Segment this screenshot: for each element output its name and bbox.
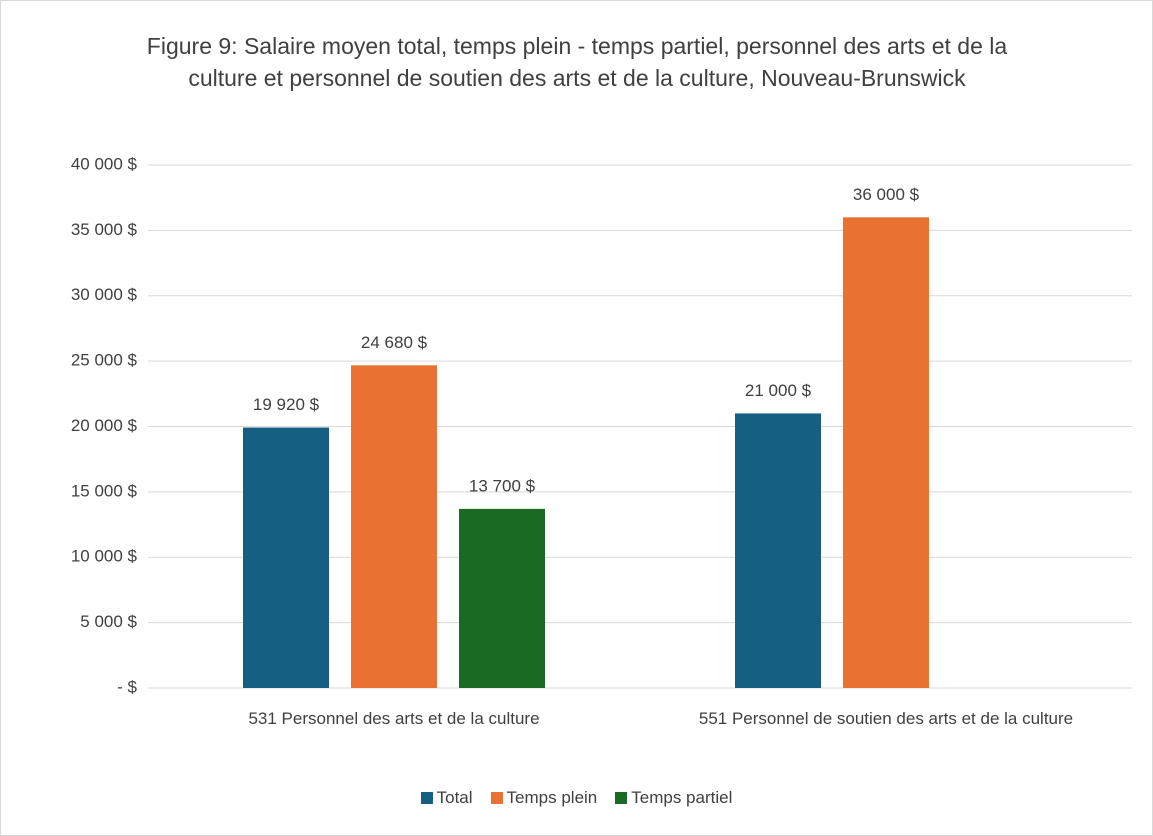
y-tick-label: 20 000 $ [71,416,138,435]
bar [843,217,929,689]
data-label: 13 700 $ [469,476,536,495]
legend-swatch [490,792,503,804]
legend-swatch [615,792,628,804]
legend-label: Temps partiel [631,788,733,807]
data-label: 36 000 $ [853,185,920,204]
legend-item: Total [420,788,473,808]
legend-item: Temps partiel [615,788,732,808]
x-tick-label: 551 Personnel de soutien des arts et de … [698,709,1074,728]
bar [459,508,545,688]
y-tick-label: 10 000 $ [71,547,138,566]
y-tick-label: 35 000 $ [71,220,138,239]
legend-item: Temps plein [490,788,598,808]
legend-swatch [420,792,433,804]
data-label: 21 000 $ [745,381,812,400]
y-tick-label: 30 000 $ [71,285,138,304]
legend: Total Temps plein Temps partiel [0,788,1153,808]
y-tick-label: 25 000 $ [71,351,138,370]
data-label: 24 680 $ [361,333,428,352]
legend-label: Temps plein [506,788,598,807]
y-tick-label: 5 000 $ [80,612,137,631]
bar [243,427,329,688]
y-tick-label: 40 000 $ [71,154,138,173]
chart-title: Figure 9: Salaire moyen total, temps ple… [146,33,1008,91]
x-tick-label: 531 Personnel des arts et de la culture [248,709,540,728]
y-tick-label: 15 000 $ [71,481,138,500]
bar [351,365,437,688]
legend-label: Total [436,788,473,807]
data-label: 19 920 $ [253,395,320,414]
bar [735,413,821,688]
y-tick-label: - $ [117,677,137,696]
